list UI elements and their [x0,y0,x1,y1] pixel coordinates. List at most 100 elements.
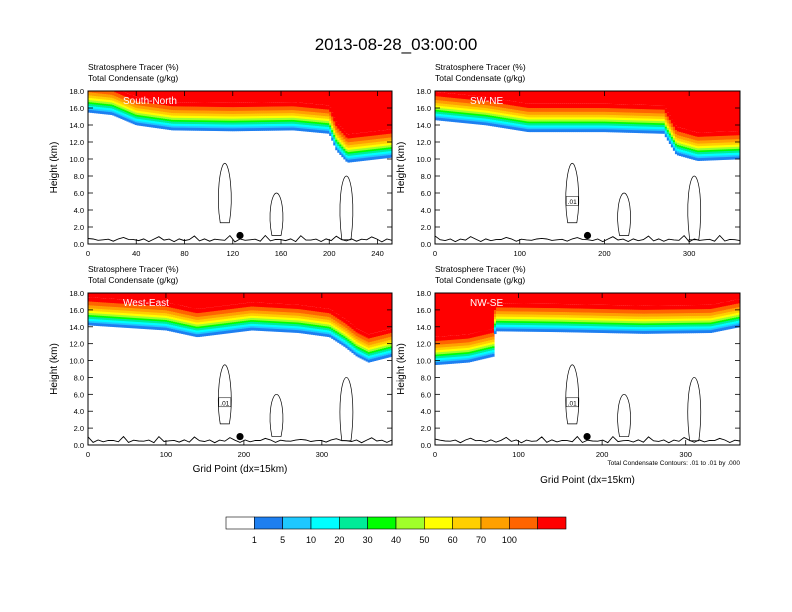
tracer-band [498,120,501,124]
tracer-band [668,133,672,136]
tracer-band [104,309,107,313]
tracer-band [333,134,336,137]
tracer-band [717,149,721,152]
tracer-band [389,133,392,138]
tracer-band [461,120,465,123]
tracer-band [187,330,190,333]
tracer-band [389,154,392,158]
tracer-band [274,113,278,117]
tracer-band [116,303,119,308]
tracer-band [369,157,373,161]
tracer-band [640,120,643,123]
tracer-band [548,108,552,113]
tracer-band [294,320,298,323]
tracer-band [550,114,554,118]
tracer-band [363,151,367,155]
tracer-band [189,102,192,107]
tracer-band [618,122,621,125]
tracer-band [377,152,381,155]
tracer-band [375,156,379,160]
tracer-band [609,103,613,109]
tracer-band [701,143,704,147]
tracer-band [536,121,540,124]
tracer-band [106,105,109,109]
tracer-band [699,156,702,159]
tracer-band [132,106,136,110]
tracer-band [670,142,674,145]
tracer-band [459,119,463,123]
tracer-band [685,129,688,134]
tracer-band [361,146,365,149]
tracer-band [260,127,263,131]
tracer-band [156,123,160,126]
tracer-band [102,315,105,318]
tracer-strip [290,91,294,103]
tracer-band [711,136,715,141]
tracer-band [118,107,122,110]
tracer-band [339,126,342,132]
tracer-band [626,108,629,113]
tracer-band [595,125,599,128]
tracer-band [142,314,146,317]
tracer-band [713,140,717,144]
tracer-band [215,118,219,121]
tracer-band [389,153,392,156]
tracer-band [233,319,237,323]
tracer-band [630,126,633,129]
tracer-band [644,130,648,134]
tracer-band [112,312,115,315]
tracer-strip [134,293,138,301]
tracer-band [237,311,241,316]
tracer-band [335,147,338,151]
tracer-band [264,314,267,317]
tracer-strip [467,91,471,96]
tracer-band [94,91,97,94]
tracer-band [124,110,128,113]
tracer-band [213,332,217,336]
tracer-strip [508,91,511,101]
tracer-band [528,111,532,116]
tracer-band [191,115,194,119]
tracer-band [92,106,95,109]
tracer-band [175,117,178,121]
tracer-band [140,119,144,122]
tracer-strip [171,91,174,103]
tracer-band [193,324,197,327]
tracer-band [116,318,119,321]
tracer-band [221,122,225,125]
tracer-band [128,109,132,113]
tracer-band [162,108,166,113]
tracer-band [209,325,213,328]
tracer-band [512,123,515,126]
tracer-band [209,311,213,316]
location-marker [236,231,244,240]
tracer-band [260,324,263,327]
tracer-strip [160,293,164,303]
tracer-band [526,103,530,109]
tracer-band [225,313,229,317]
tracer-strip [94,293,97,298]
tracer-band [122,313,126,316]
tracer-band [203,329,207,333]
tracer-band [546,123,550,126]
tracer-band [122,117,126,120]
tracer-band [613,123,617,127]
tracer-band [347,159,351,163]
tracer-band [449,106,452,110]
tracer-band [550,125,554,128]
tracer-band [225,128,229,132]
tracer-band [496,124,499,128]
tracer-band [628,122,631,125]
tracer-band [687,151,690,155]
tracer-band [317,104,320,109]
tracer-band [286,327,290,330]
tracer-band [353,147,357,150]
tracer-band [146,309,150,313]
tracer-band [146,114,150,117]
tracer-band [118,94,122,99]
tracer-band [227,122,231,125]
tracer-band [292,328,296,331]
tracer-band [100,323,103,327]
tracer-band [140,304,144,310]
tracer-band [165,105,168,110]
